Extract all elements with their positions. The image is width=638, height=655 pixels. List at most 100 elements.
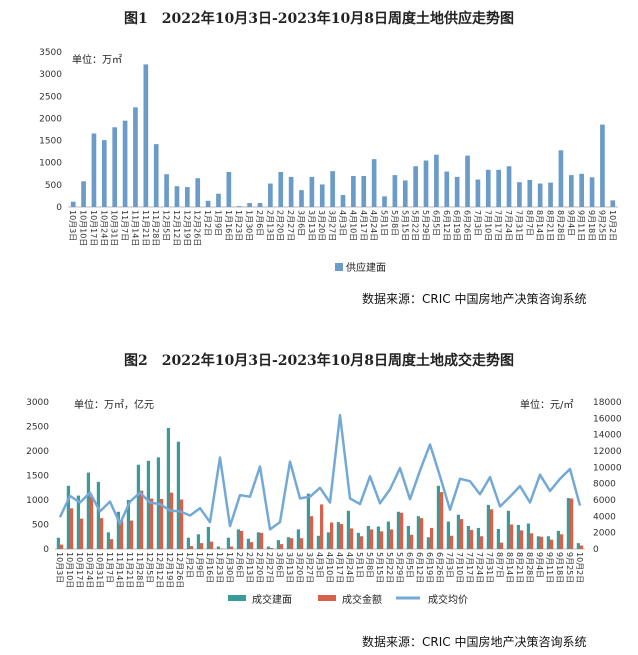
chart1-x-tick: 10月3日 (68, 210, 77, 241)
chart2-bar-area (226, 537, 230, 549)
chart1-bar (236, 206, 242, 207)
chart2-bar-area (146, 460, 150, 549)
chart1-bar (278, 172, 284, 207)
chart2-x-tick: 2月13日 (245, 552, 254, 583)
chart1-y-tick: 500 (45, 181, 62, 191)
chart1-x-tick: 4月24日 (369, 210, 378, 241)
chart2-x-tick: 2月6日 (235, 552, 244, 578)
chart2-bar-area (86, 472, 90, 549)
chart1-bar (351, 176, 356, 207)
chart2-bar-amount (480, 536, 484, 549)
chart2-y-tick-left: 500 (32, 521, 49, 531)
chart1-x-tick: 1月23日 (234, 210, 243, 241)
chart2-x-tick: 5月1日 (355, 552, 364, 578)
chart2-y-tick-left: 0 (43, 545, 49, 555)
chart2-bar-amount (70, 508, 74, 549)
chart2-x-tick: 8月7日 (495, 552, 504, 578)
chart2-x-tick: 3月27日 (305, 552, 314, 583)
chart1-bar (610, 200, 616, 207)
chart2-bar-area (176, 441, 180, 549)
chart1-x-tick: 10月31日 (110, 210, 119, 246)
chart2-bar-amount (380, 531, 384, 549)
chart1-bar (444, 171, 450, 207)
chart1-bar (81, 181, 86, 207)
chart1-x-tick: 7月3日 (473, 210, 482, 236)
chart2-bar-area (346, 510, 350, 549)
chart2-bar-area (376, 526, 380, 549)
chart1-bar (589, 177, 595, 207)
chart2-legend-swatch-area (228, 595, 246, 601)
chart2-bar-area (116, 511, 120, 549)
chart1-bar (288, 176, 294, 207)
chart2-bar-area (476, 527, 480, 549)
chart2-bar-amount (100, 518, 104, 549)
chart1-x-tick: 12月19日 (182, 210, 191, 246)
chart1-bar (247, 203, 252, 207)
chart1-bar (434, 154, 439, 207)
chart1-bar (319, 184, 325, 207)
chart2-x-tick: 4月10日 (325, 552, 334, 583)
chart2-x-tick: 4月17日 (335, 552, 344, 583)
chart2-x-tick: 8月14日 (505, 552, 514, 583)
chart1-x-tick: 2月6日 (255, 210, 264, 236)
chart1-legend-swatch (335, 263, 343, 271)
chart1-bar (402, 180, 408, 207)
chart2-y-tick-right: 16000 (593, 414, 622, 424)
chart2-bar-amount (200, 543, 204, 549)
chart1-bar (174, 186, 180, 207)
chart1-x-tick: 7月31日 (514, 210, 523, 241)
chart1-x-tick: 11月14日 (130, 210, 139, 246)
chart2-x-tick: 10月10日 (65, 552, 74, 588)
chart2-bar-area (536, 536, 540, 549)
chart2-x-tick: 12月26日 (175, 552, 184, 588)
chart1-legend-label: 供应建面 (346, 261, 386, 274)
chart2-bar-area (466, 525, 470, 549)
chart2-bar-amount (520, 530, 524, 549)
chart2-bar-amount (320, 504, 324, 549)
chart1: 单位：万㎡ 0 500 1000 1500 2000 2500 3000 3500 10月3日… (39, 48, 618, 274)
chart2-bar-amount (430, 527, 434, 549)
chart1-bar (382, 196, 387, 207)
chart2-bar-amount (210, 541, 214, 549)
chart1-x-tick: 8月21日 (546, 210, 555, 241)
chart1-x-tick: 8月7日 (525, 210, 534, 236)
chart2-bar-area (56, 537, 60, 549)
chart1-bar (205, 200, 211, 207)
chart2-bar-amount (530, 533, 534, 549)
chart2-bar-amount (580, 545, 584, 549)
chart2-x-tick: 1月16日 (205, 552, 214, 583)
chart1-x-tick: 7月10日 (483, 210, 492, 241)
chart2-legend-label-amount: 成交金额 (342, 593, 382, 606)
chart1-x-tick: 7月17日 (494, 210, 503, 241)
chart2-bar-amount (340, 524, 344, 549)
chart2-bar-area (516, 524, 520, 549)
chart1-bar (465, 155, 470, 207)
chart2-unit-label-right: 单位：元/㎡ (520, 398, 573, 411)
chart2-bar-amount (250, 542, 254, 549)
chart2-x-tick: 1月9日 (195, 552, 204, 578)
chart1-unit-label: 单位：万㎡ (72, 53, 122, 66)
chart2-x-tick: 5月8日 (365, 552, 374, 578)
chart2-bar-amount (290, 538, 294, 549)
chart2-bar-amount (300, 538, 304, 549)
chart2-x-tick: 10月2日 (575, 552, 584, 583)
chart2-x-tick: 3月13日 (285, 552, 294, 583)
chart2-bar-area (286, 537, 290, 549)
chart1-bar (361, 176, 367, 207)
chart2-bar-amount (180, 499, 184, 549)
chart1-bar (558, 150, 564, 207)
chart2-x-tick: 6月26日 (435, 552, 444, 583)
chart1-x-tick: 6月5日 (431, 210, 440, 236)
chart2-bar-amount (500, 542, 504, 549)
chart2-x-tick: 2月20日 (255, 552, 264, 583)
chart2-bar-area (296, 529, 300, 549)
chart1-bar (185, 187, 190, 207)
chart2-bar-area (96, 481, 100, 549)
chart2-source: 数据来源：CRIC 中国房地产决策咨询系统 (362, 635, 587, 649)
chart2-bar-area (276, 540, 280, 549)
chart1-bar (268, 183, 273, 207)
chart2-bar-area (236, 529, 240, 549)
chart1-bar (475, 179, 481, 207)
chart1-bar (392, 175, 398, 207)
chart2-bar-area (106, 532, 110, 549)
